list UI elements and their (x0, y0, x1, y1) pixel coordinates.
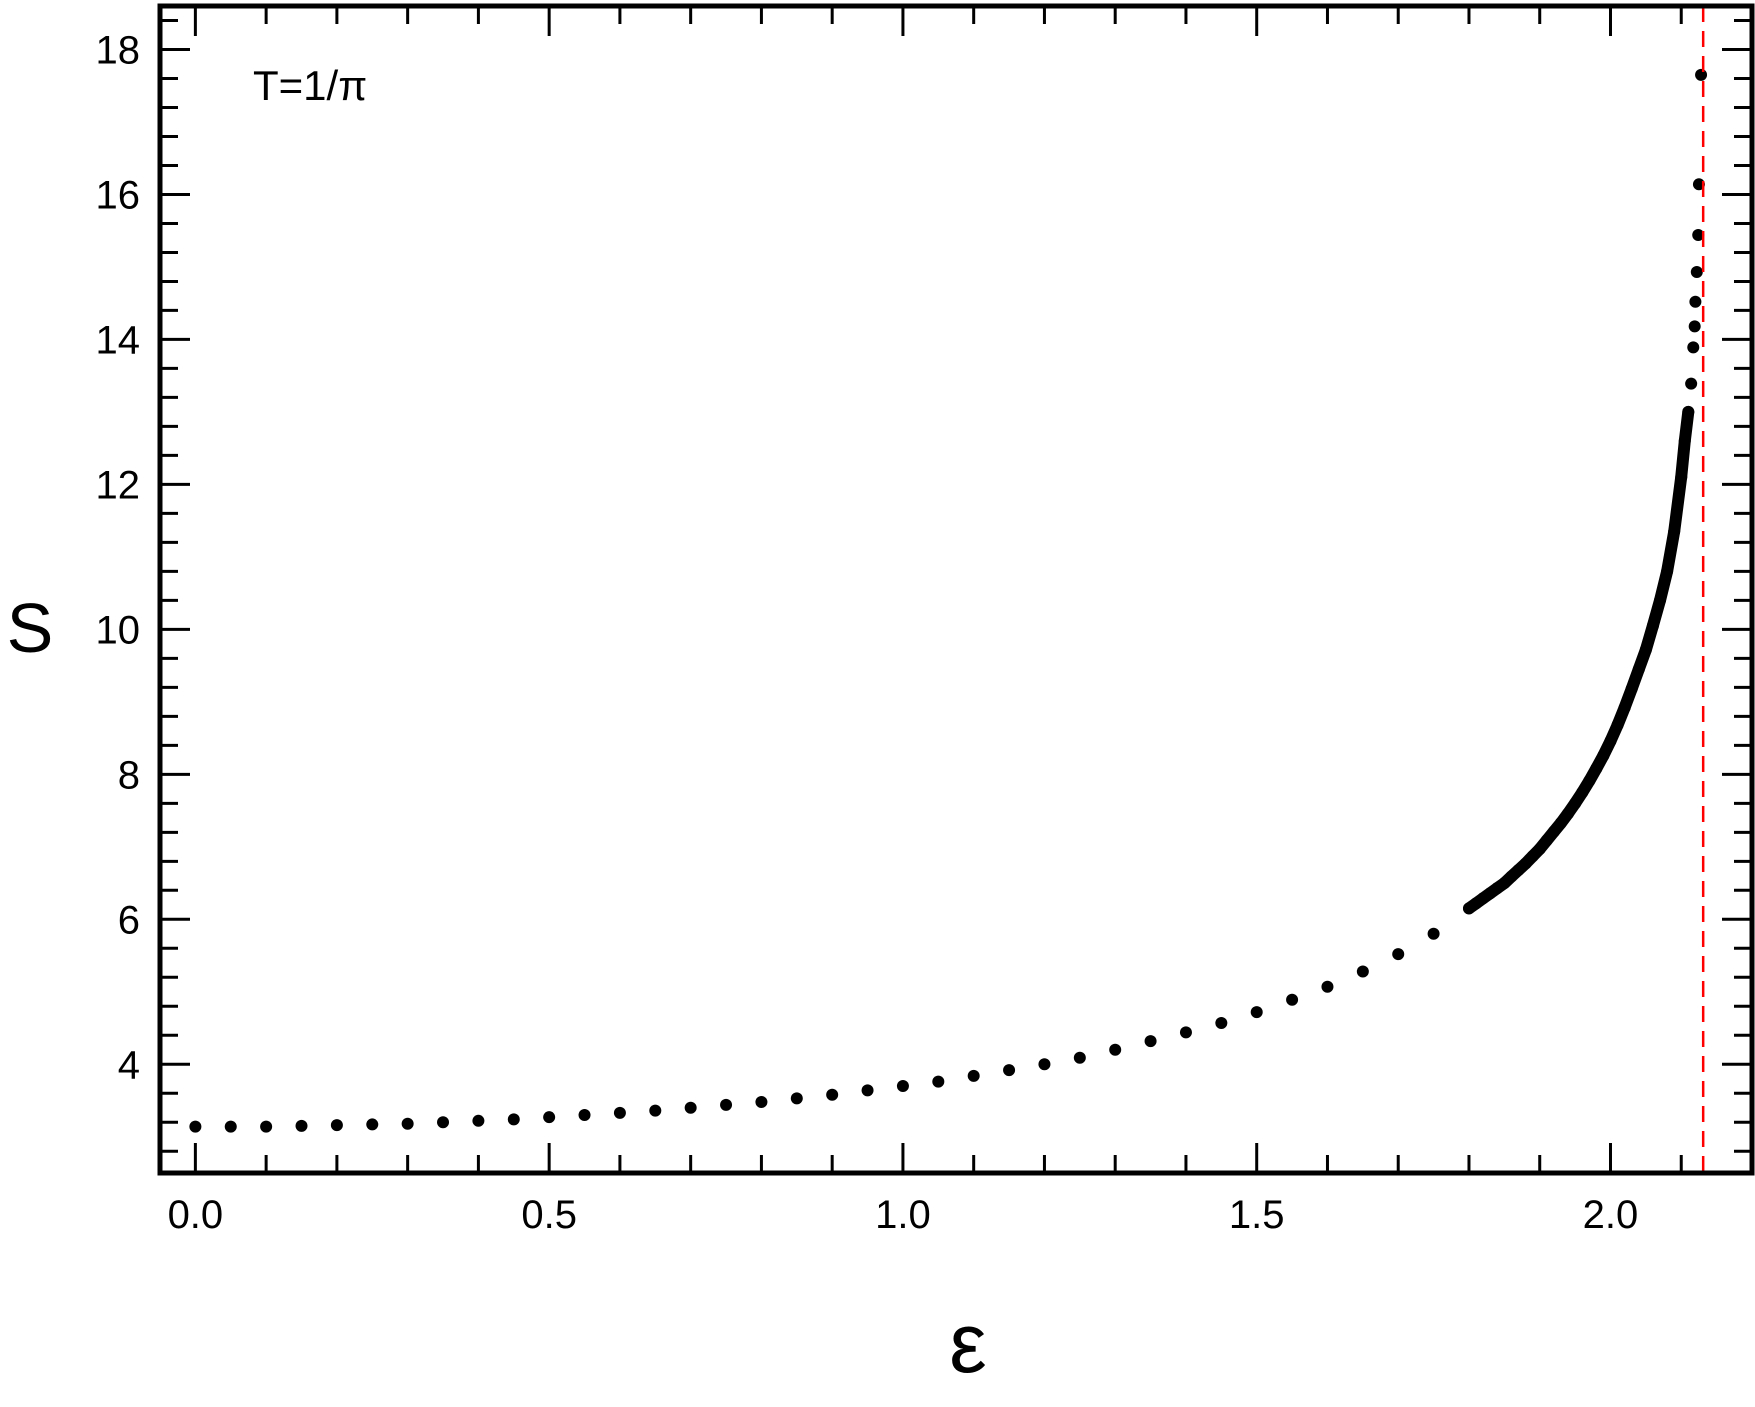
data-point (1321, 980, 1334, 993)
data-point (1695, 68, 1708, 81)
y-tick-label: 16 (96, 173, 141, 217)
data-point (1590, 762, 1603, 775)
data-point (1597, 749, 1610, 762)
data-point (1625, 682, 1638, 695)
data-point (1562, 807, 1575, 820)
data-point (1356, 965, 1369, 978)
data-point (1687, 341, 1700, 354)
data-point (1533, 842, 1546, 855)
y-tick-label: 10 (96, 608, 141, 652)
data-point (1675, 471, 1688, 484)
x-axis-label: ε (949, 1296, 986, 1390)
plot-frame (157, 3, 1755, 1176)
data-point (1392, 948, 1405, 961)
y-tick-label: 12 (96, 463, 141, 507)
data-point (1547, 825, 1560, 838)
data-point (295, 1119, 308, 1132)
y-tick-label: 14 (96, 318, 141, 362)
data-point (1038, 1058, 1051, 1071)
dense-data-curve (1463, 405, 1695, 915)
data-points (189, 68, 1708, 1133)
data-point (507, 1113, 520, 1126)
data-point (1678, 434, 1691, 447)
data-point (1632, 663, 1645, 676)
data-point (330, 1119, 343, 1132)
data-point (1685, 377, 1698, 390)
data-point (1583, 774, 1596, 787)
data-point (1611, 719, 1624, 732)
data-point (1427, 927, 1440, 940)
data-point (790, 1092, 803, 1105)
data-point (967, 1069, 980, 1082)
data-point (1661, 565, 1674, 578)
y-tick-label: 18 (96, 28, 141, 72)
x-tick-labels: 0.0 0.5 1.0 1.5 2.0 (168, 1193, 1639, 1237)
data-point (1569, 797, 1582, 810)
data-point (1003, 1064, 1016, 1077)
data-point (189, 1120, 202, 1133)
data-point (401, 1117, 414, 1130)
data-point (437, 1116, 450, 1129)
data-point (1540, 834, 1553, 847)
data-point (896, 1080, 909, 1093)
data-point (826, 1088, 839, 1101)
data-point (649, 1104, 662, 1117)
axis-ticks (160, 6, 1752, 1173)
data-point (224, 1120, 237, 1133)
y-tick-label: 6 (118, 898, 140, 942)
data-point (366, 1118, 379, 1131)
data-point (613, 1106, 626, 1119)
data-point (1604, 734, 1617, 747)
data-point (1688, 320, 1701, 333)
x-tick-label: 1.5 (1229, 1193, 1285, 1237)
x-tick-label: 0.5 (521, 1193, 577, 1237)
data-point (1692, 229, 1705, 242)
y-tick-labels: 4 6 8 10 12 14 16 18 (96, 28, 141, 1087)
data-point (1576, 786, 1589, 799)
data-point (1654, 594, 1667, 607)
data-point (932, 1075, 945, 1088)
data-point (1689, 295, 1702, 308)
data-point (684, 1101, 697, 1114)
data-point (1144, 1035, 1157, 1048)
annotation-temperature: T=1/π (253, 62, 367, 109)
data-point (1554, 816, 1567, 829)
data-point (1215, 1016, 1228, 1029)
data-point (1682, 405, 1695, 418)
data-point (1690, 266, 1703, 279)
data-point (543, 1111, 556, 1124)
y-tick-label: 4 (118, 1043, 140, 1087)
data-point (755, 1095, 768, 1108)
data-point (260, 1120, 273, 1133)
x-tick-label: 0.0 (168, 1193, 224, 1237)
y-axis-label: S (7, 589, 54, 667)
data-point (1646, 619, 1659, 632)
data-point (1250, 1006, 1263, 1019)
data-point (1109, 1043, 1122, 1056)
y-tick-label: 8 (118, 753, 140, 797)
data-point (578, 1109, 591, 1122)
data-point (1286, 993, 1299, 1006)
data-point (861, 1084, 874, 1097)
data-point (1639, 643, 1652, 656)
data-point (720, 1098, 733, 1111)
x-tick-label: 1.0 (875, 1193, 931, 1237)
data-point (1073, 1051, 1086, 1064)
data-point (1668, 525, 1681, 538)
data-point (1618, 701, 1631, 714)
data-point (1179, 1026, 1192, 1039)
data-point (472, 1114, 485, 1127)
x-tick-label: 2.0 (1583, 1193, 1639, 1237)
